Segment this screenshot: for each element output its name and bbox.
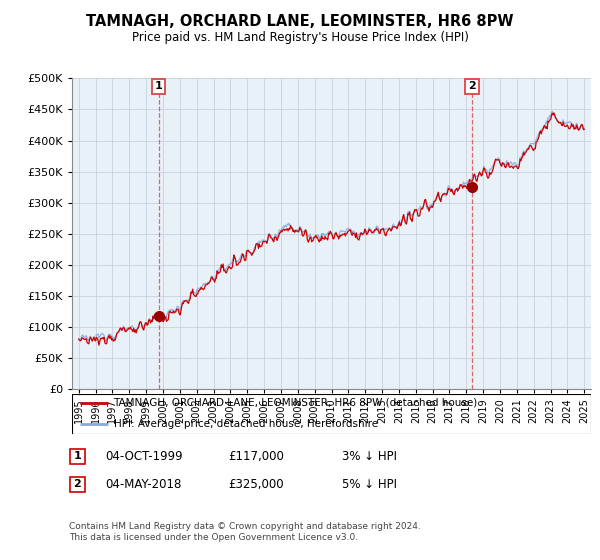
Text: HPI: Average price, detached house, Herefordshire: HPI: Average price, detached house, Here…: [113, 419, 377, 429]
Text: 1: 1: [155, 82, 163, 91]
Text: 5% ↓ HPI: 5% ↓ HPI: [342, 478, 397, 491]
Text: Contains HM Land Registry data © Crown copyright and database right 2024.: Contains HM Land Registry data © Crown c…: [69, 522, 421, 531]
Text: This data is licensed under the Open Government Licence v3.0.: This data is licensed under the Open Gov…: [69, 533, 358, 542]
Text: 04-MAY-2018: 04-MAY-2018: [105, 478, 181, 491]
Text: 04-OCT-1999: 04-OCT-1999: [105, 450, 182, 463]
Text: £117,000: £117,000: [228, 450, 284, 463]
Text: £325,000: £325,000: [228, 478, 284, 491]
Text: TAMNAGH, ORCHARD LANE, LEOMINSTER, HR6 8PW: TAMNAGH, ORCHARD LANE, LEOMINSTER, HR6 8…: [86, 14, 514, 29]
Text: Price paid vs. HM Land Registry's House Price Index (HPI): Price paid vs. HM Land Registry's House …: [131, 31, 469, 44]
Text: 2: 2: [468, 82, 476, 91]
FancyBboxPatch shape: [70, 477, 85, 492]
Text: TAMNAGH, ORCHARD LANE, LEOMINSTER, HR6 8PW (detached house): TAMNAGH, ORCHARD LANE, LEOMINSTER, HR6 8…: [113, 398, 478, 408]
Text: 2: 2: [74, 479, 81, 489]
FancyBboxPatch shape: [70, 449, 85, 464]
Text: 1: 1: [74, 451, 81, 461]
Text: 3% ↓ HPI: 3% ↓ HPI: [342, 450, 397, 463]
